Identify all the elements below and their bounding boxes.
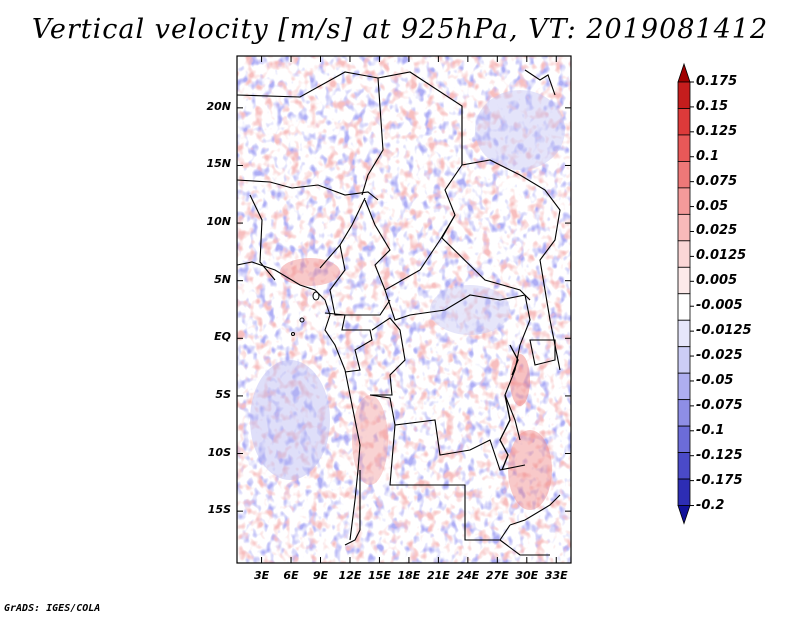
lon-tick-label: 18E: [397, 569, 421, 582]
colorbar-label: 0.005: [696, 273, 738, 289]
colorbar-label: -0.05: [696, 372, 734, 388]
colorbar-swatch: [677, 372, 691, 401]
colorbar-top-arrow: [677, 62, 691, 83]
colorbar-label: 0.1: [696, 148, 720, 164]
colorbar-swatch: [677, 108, 691, 136]
footer-credit: GrADS: IGES/COLA: [4, 603, 101, 614]
lat-tick-label: 10N: [206, 215, 231, 229]
lon-tick-label: 9E: [312, 569, 329, 582]
lon-tick-label: 15E: [368, 569, 391, 582]
lat-tick-label: 20N: [206, 99, 231, 113]
colorbar-swatch: [677, 478, 691, 506]
colorbar-label: 0.15: [696, 98, 729, 114]
colorbar-label: -0.125: [696, 447, 743, 463]
lon-tick-label: 12E: [338, 569, 362, 582]
lat-tick-label: 5N: [214, 272, 231, 286]
colorbar-swatch: [677, 240, 691, 268]
lat-tick-label: EQ: [214, 330, 231, 344]
colorbar-swatch: [677, 134, 691, 162]
lon-tick-label: 27E: [485, 569, 509, 582]
lon-tick-label: 3E: [253, 569, 270, 582]
colorbar: [677, 62, 694, 525]
map-frame: [236, 55, 572, 564]
lat-tick-label: 15N: [206, 157, 231, 171]
colorbar-label: 0.125: [696, 123, 738, 139]
colorbar-swatch: [677, 81, 691, 109]
lat-tick-label: 5S: [215, 387, 231, 401]
colorbar-label: -0.0125: [696, 323, 752, 339]
colorbar-label: -0.175: [696, 472, 743, 488]
colorbar-swatch: [677, 399, 691, 427]
colorbar-bottom-arrow: [677, 505, 691, 525]
lat-tick-label: 10S: [207, 445, 231, 459]
islands: [291, 291, 320, 336]
colorbar-label: 0.0125: [696, 248, 747, 264]
colorbar-label: -0.1: [696, 422, 725, 438]
lon-tick-label: 21E: [426, 569, 450, 582]
colorbar-swatch: [677, 266, 691, 295]
colorbar-label: 0.05: [696, 198, 729, 214]
lat-ticks: [237, 107, 571, 512]
colorbar-label: -0.2: [696, 497, 725, 513]
colorbar-swatch: [677, 452, 691, 480]
colorbar-label: 0.175: [696, 74, 738, 89]
lon-ticks: [261, 56, 557, 563]
colorbar-label: 0.025: [696, 223, 738, 239]
colorbar-swatch: [677, 319, 691, 348]
colorbar-swatch: [677, 161, 691, 189]
colorbar-swatch: [677, 346, 691, 374]
map-title: Vertical velocity [m/s] at 925hPa, VT: 2…: [31, 14, 769, 45]
lon-tick-label: 33E: [544, 569, 568, 582]
colorbar-label: -0.005: [696, 298, 743, 314]
colorbar-label: 0.075: [696, 173, 738, 189]
colorbar-swatch: [677, 187, 691, 215]
colorbar-swatch: [677, 213, 691, 242]
lon-tick-label: 24E: [456, 569, 480, 582]
country-borders: [237, 69, 561, 556]
colorbar-label: -0.025: [696, 348, 743, 364]
colorbar-swatch: [677, 425, 691, 453]
lon-tick-label: 30E: [515, 569, 539, 582]
map-area: [236, 55, 572, 564]
colorbar-swatch: [677, 293, 691, 321]
lat-tick-label: 15S: [207, 503, 231, 517]
colorbar-label: -0.075: [696, 397, 743, 413]
lon-tick-label: 6E: [283, 569, 299, 582]
